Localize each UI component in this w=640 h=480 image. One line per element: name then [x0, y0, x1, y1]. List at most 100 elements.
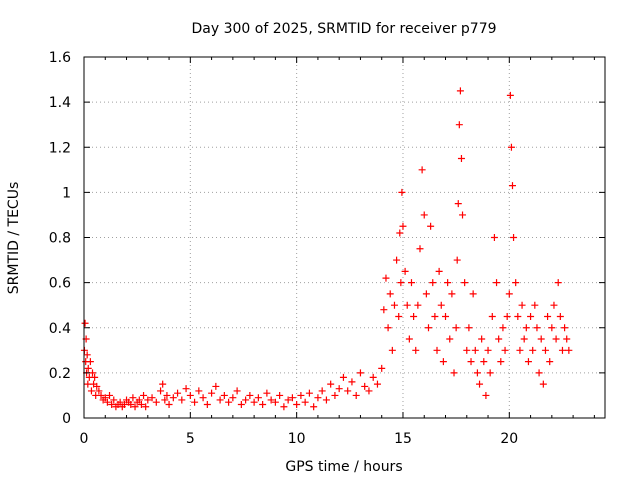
data-point: [442, 312, 450, 320]
data-point: [131, 403, 139, 411]
x-tick-label: 0: [80, 431, 89, 447]
data-point: [403, 301, 411, 309]
data-point: [91, 373, 99, 381]
data-point: [554, 279, 562, 287]
data-point: [137, 400, 145, 408]
data-point: [93, 382, 101, 390]
data-point: [386, 290, 394, 298]
data-point: [506, 91, 514, 99]
data-point: [116, 398, 124, 406]
data-point: [533, 324, 541, 332]
data-point: [390, 301, 398, 309]
data-point: [212, 382, 220, 390]
y-tick-label: 0.6: [49, 276, 71, 292]
data-point: [157, 387, 165, 395]
x-tick-label: 5: [186, 431, 195, 447]
data-point: [246, 391, 254, 399]
y-tick-label: 0.4: [49, 321, 71, 337]
data-point: [399, 222, 407, 230]
y-tick-label: 1.6: [49, 50, 71, 66]
data-point: [135, 396, 143, 404]
data-point: [552, 335, 560, 343]
data-point: [101, 394, 109, 402]
data-point: [429, 279, 437, 287]
data-point: [83, 351, 91, 359]
data-point: [461, 279, 469, 287]
data-point: [356, 369, 364, 377]
data-point: [380, 306, 388, 314]
data-point: [416, 245, 424, 253]
data-point: [439, 358, 447, 366]
data-point: [310, 403, 318, 411]
data-point: [484, 346, 492, 354]
data-point: [446, 335, 454, 343]
data-point: [208, 389, 216, 397]
data-point: [418, 166, 426, 174]
data-point: [280, 403, 288, 411]
data-point: [216, 396, 224, 404]
data-point: [293, 400, 301, 408]
y-axis-label: SRMTID / TECUs: [6, 182, 22, 295]
data-point: [453, 256, 461, 264]
data-point: [431, 312, 439, 320]
data-point: [516, 346, 524, 354]
data-point: [499, 324, 507, 332]
data-point: [81, 319, 89, 327]
data-point: [97, 391, 105, 399]
data-point: [163, 391, 171, 399]
data-point: [518, 301, 526, 309]
y-tick-label: 0: [62, 411, 71, 427]
data-point: [480, 358, 488, 366]
data-point: [497, 358, 505, 366]
data-point: [495, 335, 503, 343]
data-point: [165, 400, 173, 408]
data-point: [318, 387, 326, 395]
data-point: [527, 312, 535, 320]
data-point: [405, 335, 413, 343]
data-point: [174, 389, 182, 397]
data-point: [444, 279, 452, 287]
data-point: [541, 346, 549, 354]
data-point: [305, 389, 313, 397]
data-point: [87, 387, 95, 395]
data-point: [195, 387, 203, 395]
data-point: [301, 398, 309, 406]
data-point: [550, 301, 558, 309]
x-tick-label: 15: [394, 431, 412, 447]
data-point: [267, 396, 275, 404]
data-point: [388, 346, 396, 354]
data-point: [396, 229, 404, 237]
data-point: [191, 398, 199, 406]
data-point: [263, 389, 271, 397]
data-point: [512, 279, 520, 287]
data-point: [225, 398, 233, 406]
data-point: [314, 394, 322, 402]
data-point: [476, 380, 484, 388]
data-point: [373, 380, 381, 388]
data-points: [80, 87, 573, 411]
y-tick-label: 1.2: [49, 140, 71, 156]
data-point: [456, 87, 464, 95]
data-point: [182, 385, 190, 393]
data-point: [452, 324, 460, 332]
data-point: [529, 346, 537, 354]
data-point: [327, 380, 335, 388]
data-point: [129, 394, 137, 402]
data-point: [276, 391, 284, 399]
data-point: [450, 369, 458, 377]
data-point: [384, 324, 392, 332]
data-point: [161, 396, 169, 404]
data-point: [142, 403, 150, 411]
data-point: [424, 324, 432, 332]
data-point: [520, 335, 528, 343]
data-point: [561, 324, 569, 332]
data-point: [501, 346, 509, 354]
chart-title: Day 300 of 2025, SRMTID for receiver p77…: [191, 21, 496, 37]
data-point: [108, 400, 116, 408]
data-point: [86, 358, 94, 366]
data-point: [233, 387, 241, 395]
data-point: [482, 391, 490, 399]
data-point: [435, 267, 443, 275]
data-point: [199, 394, 207, 402]
data-point: [322, 396, 330, 404]
